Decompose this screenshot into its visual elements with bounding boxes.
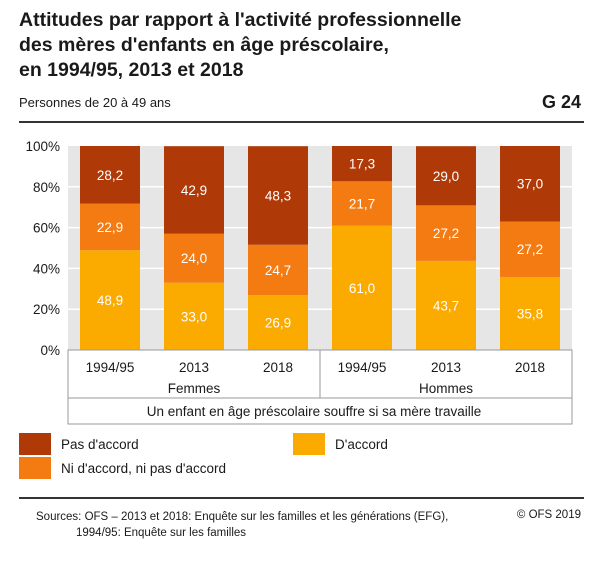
bar-segment bbox=[500, 146, 560, 222]
data-label: 61,0 bbox=[349, 281, 375, 296]
data-label: 43,7 bbox=[433, 298, 459, 313]
data-label: 35,8 bbox=[517, 306, 543, 321]
legend-swatch bbox=[19, 457, 51, 479]
y-tick-label: 60% bbox=[33, 221, 60, 236]
source-line: Sources: OFS – 2013 et 2018: Enquête sur… bbox=[36, 511, 449, 523]
bar-segment bbox=[164, 146, 224, 234]
x-tick-label: 2018 bbox=[263, 360, 293, 375]
chart-title: Attitudes par rapport à l'activité profe… bbox=[19, 8, 539, 83]
data-label: 26,9 bbox=[265, 316, 291, 331]
top-rule bbox=[19, 121, 584, 123]
statement-label: Un enfant en âge préscolaire souffre si … bbox=[147, 404, 481, 419]
legend-item-ni-ni: Ni d'accord, ni pas d'accord bbox=[19, 457, 226, 479]
legend-label: Pas d'accord bbox=[61, 436, 139, 452]
bar-segment bbox=[416, 146, 476, 206]
bar-segment bbox=[248, 295, 308, 350]
copyright: © OFS 2019 bbox=[516, 509, 581, 521]
stacked-bar-chart: 0% 20% 40% 60% 80% 100% 48,9 22,9 28,2 1994/95 33,… bbox=[25, 139, 573, 425]
bar-segment bbox=[248, 244, 308, 296]
legend-swatch bbox=[293, 433, 325, 455]
bar-segment bbox=[500, 276, 560, 350]
bar-segment bbox=[164, 282, 224, 350]
graph-number: G 24 bbox=[541, 92, 581, 112]
data-label: 22,9 bbox=[97, 220, 123, 235]
data-label: 27,2 bbox=[433, 226, 459, 241]
title-line: des mères d'enfants en âge préscolaire, bbox=[19, 34, 389, 56]
bar-segment bbox=[416, 205, 476, 261]
y-tick-label: 100% bbox=[25, 139, 60, 154]
y-tick-label: 40% bbox=[33, 261, 60, 276]
group-label: Hommes bbox=[419, 381, 473, 396]
sources-note: Sources: OFS – 2013 et 2018: Enquête sur… bbox=[36, 509, 496, 541]
data-label: 21,7 bbox=[349, 196, 375, 211]
x-tick-label: 2013 bbox=[431, 360, 461, 375]
data-label: 37,0 bbox=[517, 177, 543, 192]
legend-item-daccord: D'accord bbox=[293, 433, 388, 455]
bar-segment bbox=[80, 250, 140, 350]
data-label: 17,3 bbox=[349, 157, 375, 172]
x-tick-label: 2018 bbox=[515, 360, 545, 375]
source-line: 1994/95: Enquête sur les familles bbox=[76, 527, 247, 539]
data-label: 48,3 bbox=[265, 188, 291, 203]
data-label: 24,7 bbox=[265, 263, 291, 278]
bar-segment bbox=[500, 221, 560, 277]
legend-item-pas-daccord: Pas d'accord bbox=[19, 433, 139, 455]
bar-segment bbox=[248, 146, 308, 245]
group-label: Femmes bbox=[168, 381, 221, 396]
y-tick-label: 20% bbox=[33, 302, 60, 317]
x-tick-label: 1994/95 bbox=[338, 360, 387, 375]
bar-segment bbox=[332, 146, 392, 182]
bar-segment bbox=[416, 260, 476, 350]
plot-background bbox=[68, 146, 572, 350]
data-label: 33,0 bbox=[181, 309, 207, 324]
x-tick-label: 1994/95 bbox=[86, 360, 135, 375]
bar-segment bbox=[80, 203, 140, 251]
y-tick-label: 0% bbox=[40, 343, 60, 358]
data-label: 42,9 bbox=[181, 183, 207, 198]
bar-segment bbox=[164, 233, 224, 283]
data-label: 27,2 bbox=[517, 242, 543, 257]
data-label: 24,0 bbox=[181, 251, 207, 266]
x-tick-label: 2013 bbox=[179, 360, 209, 375]
legend-swatch bbox=[19, 433, 51, 455]
bar-segment bbox=[80, 146, 140, 204]
bar-segment bbox=[332, 181, 392, 226]
title-line: Attitudes par rapport à l'activité profe… bbox=[19, 9, 462, 31]
chart-subtitle: Personnes de 20 à 49 ans bbox=[19, 95, 171, 110]
bottom-rule bbox=[19, 497, 584, 499]
legend-label: Ni d'accord, ni pas d'accord bbox=[61, 460, 226, 476]
data-label: 28,2 bbox=[97, 168, 123, 183]
legend-label: D'accord bbox=[335, 436, 388, 452]
data-label: 29,0 bbox=[433, 169, 459, 184]
title-line: en 1994/95, 2013 et 2018 bbox=[19, 59, 244, 81]
y-tick-label: 80% bbox=[33, 180, 60, 195]
bar-segment bbox=[332, 225, 392, 350]
data-label: 48,9 bbox=[97, 293, 123, 308]
